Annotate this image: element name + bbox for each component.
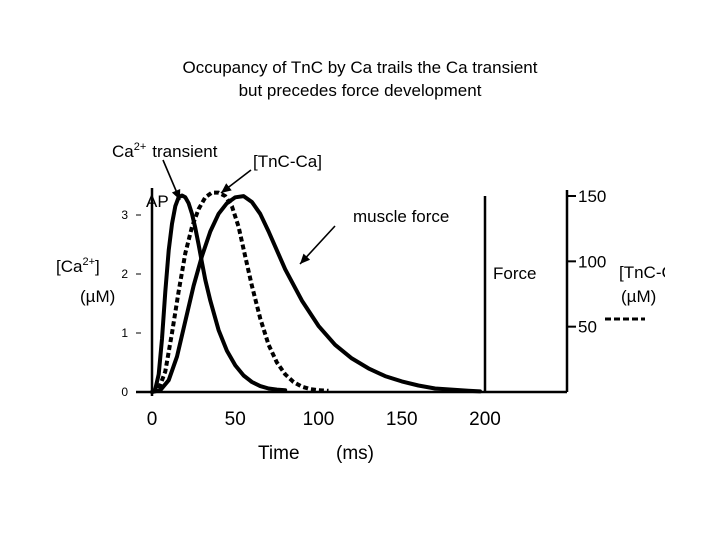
tnc-annotation: [TnC-Ca] xyxy=(253,152,322,171)
series-curve-2 xyxy=(150,194,482,394)
ca-annotation-sup: 2+ xyxy=(134,141,147,153)
muscle-force-arrow-head xyxy=(300,253,311,264)
left-axis-tick-label-0: 0 xyxy=(121,385,128,399)
slide-title-line-2: but precedes force development xyxy=(238,81,482,100)
right-axis-tick-label-50: 50 xyxy=(578,318,597,337)
ca-transient-annotation: Ca2+ transient xyxy=(112,141,218,161)
right-axis-tick-label-150: 150 xyxy=(578,187,606,206)
left-axis-tick-label-2: 2 xyxy=(121,267,128,281)
left-axis-label-close: ] xyxy=(95,257,100,276)
left-axis-tick-label-3: 3 xyxy=(121,208,128,222)
left-axis-label-sup: 2+ xyxy=(82,256,95,268)
left-axis-tick-label-1: 1 xyxy=(121,326,128,340)
force-axis-label: Force xyxy=(493,264,536,283)
x-tick-label-50: 50 xyxy=(225,409,246,430)
x-tick-label-200: 200 xyxy=(469,409,501,430)
x-tick-label-100: 100 xyxy=(303,409,335,430)
x-axis-unit: (ms) xyxy=(336,443,374,464)
x-axis-label: Time xyxy=(258,443,300,464)
right-axis-unit: (µM) xyxy=(621,287,656,306)
right-axis-label: [TnC-Ca] xyxy=(619,263,665,282)
series-curve-1 xyxy=(151,190,329,394)
tnc-arrow-head xyxy=(221,183,232,193)
right-axis-tick-label-100: 100 xyxy=(578,252,606,271)
x-tick-label-150: 150 xyxy=(386,409,418,430)
muscle-force-annotation: muscle force xyxy=(353,207,449,226)
slide-title-line-1: Occupancy of TnC by Ca trails the Ca tra… xyxy=(182,58,538,77)
ca-annotation-word: transient xyxy=(152,142,217,161)
x-tick-label-0: 0 xyxy=(147,409,158,430)
ap-annotation: AP xyxy=(146,192,169,211)
ca-annotation-base: Ca xyxy=(112,142,134,161)
left-axis-unit: (µM) xyxy=(80,287,115,306)
left-axis-label-base: [Ca xyxy=(56,257,83,276)
series-curve-0 xyxy=(150,193,288,394)
plot-area-background xyxy=(55,135,665,470)
left-axis-label: [Ca2+] xyxy=(56,256,100,276)
